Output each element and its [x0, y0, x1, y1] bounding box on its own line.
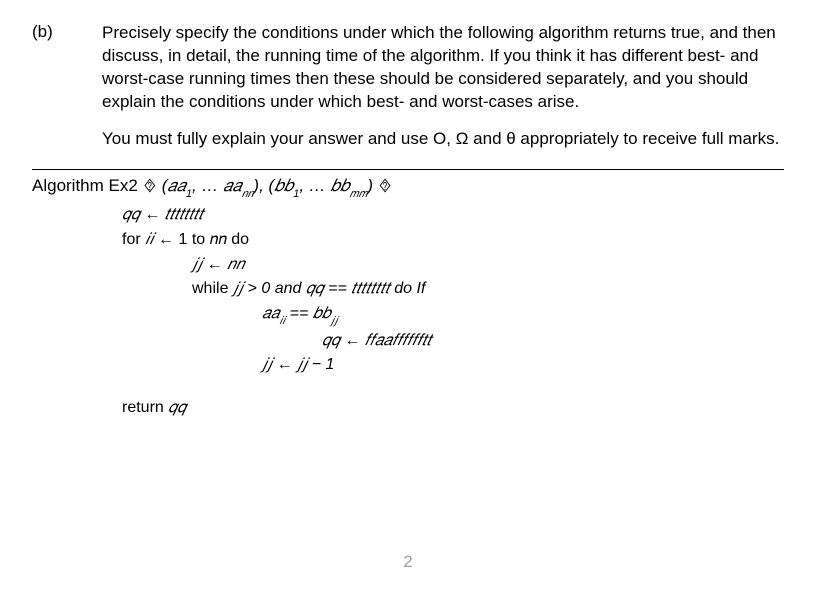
spacer [32, 378, 784, 396]
code-line-2: for 𝑖𝑖 ← 1 to 𝑛𝑛 do [122, 228, 784, 253]
code-line-1: 𝑞𝑞 ← 𝑡𝑡𝑡𝑡𝑡𝑡𝑡𝑡 [122, 203, 784, 228]
close-diamond-icon: ⯑ [379, 175, 391, 197]
question-body: Precisely specify the conditions under w… [102, 22, 784, 165]
algorithm-title: Algorithm Ex2 [32, 176, 138, 196]
open-diamond-icon: ⯑ [144, 175, 156, 197]
question-paragraph-2: You must fully explain your answer and u… [102, 128, 784, 151]
code-line-6: 𝑞𝑞 ← 𝑓𝑓𝑎𝑎𝑓𝑓𝑓𝑓𝑓𝑓𝑡𝑡 [322, 329, 784, 354]
code-line-8: return 𝑞𝑞 [122, 396, 784, 421]
page: (b) Precisely specify the conditions und… [0, 0, 816, 598]
page-number: 2 [0, 552, 816, 572]
pseudocode: 𝑞𝑞 ← 𝑡𝑡𝑡𝑡𝑡𝑡𝑡𝑡 for 𝑖𝑖 ← 1 to 𝑛𝑛 do 𝑗𝑗 ← 𝑛… [32, 203, 784, 421]
question-paragraph-1: Precisely specify the conditions under w… [102, 22, 784, 114]
args-open: (𝑎𝑎1, … 𝑎𝑎𝑛𝑛), (𝑏𝑏1, … 𝑏𝑏𝑚𝑚) [162, 176, 373, 199]
code-line-4: while 𝑗𝑗 > 0 and 𝑞𝑞 == 𝑡𝑡𝑡𝑡𝑡𝑡𝑡𝑡 do If [192, 277, 784, 302]
code-line-5: 𝑎𝑎𝑖𝑖 == 𝑏𝑏𝑗𝑗 [262, 302, 784, 328]
code-line-7: 𝑗𝑗 ← 𝑗𝑗 − 1 [262, 353, 784, 378]
question-row: (b) Precisely specify the conditions und… [32, 22, 784, 165]
algorithm-header: Algorithm Ex2 ⯑ (𝑎𝑎1, … 𝑎𝑎𝑛𝑛), (𝑏𝑏1, … 𝑏𝑏… [32, 176, 784, 199]
divider [32, 169, 784, 170]
question-label: (b) [32, 22, 102, 42]
code-line-3: 𝑗𝑗 ← 𝑛𝑛 [192, 253, 784, 278]
